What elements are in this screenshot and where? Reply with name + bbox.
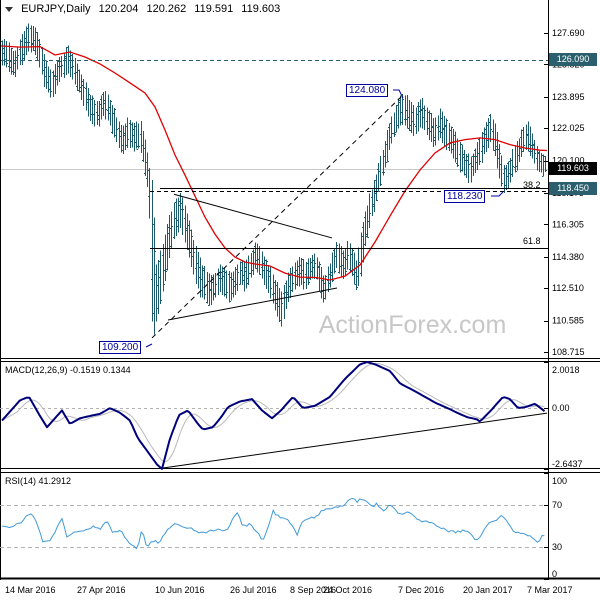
swing-label-pointer (393, 89, 404, 99)
chart-title: EURJPY,Daily 120.204 120.262 119.591 119… (5, 3, 285, 15)
swing-low-label-109200[interactable]: 109.200 (99, 341, 142, 354)
fib-label-61-8: 61.8 (523, 236, 541, 246)
rsi-indicator-label: RSI(14) 41.2912 (5, 476, 72, 486)
axis-price-box-resistance: 126.090 (549, 53, 597, 66)
macd-main-line (1, 361, 546, 470)
macd-signal-line (1, 362, 545, 463)
ohlc-open: 120.204 (98, 3, 139, 15)
ma-red-line (0, 45, 548, 281)
candles-layer (1, 23, 547, 335)
axis-label: 24 Oct 2016 (323, 585, 372, 595)
swing-label-pointer (491, 191, 504, 197)
axis-label: 127.690 (552, 28, 585, 38)
axis-label: 8 Sep 2016 (290, 585, 336, 595)
axis-label: 2.0018 (552, 365, 580, 375)
axis-label: 0.00 (552, 403, 570, 413)
ohlc-high: 120.262 (146, 3, 187, 15)
panel-borders (0, 0, 600, 580)
axis-label: 120.100 (552, 156, 585, 166)
axis-price-box-current: 119.603 (549, 162, 597, 175)
ohlc-close: 119.603 (241, 3, 281, 15)
ohlc-low: 119.591 (194, 3, 234, 15)
axis-label: 10 Jun 2016 (155, 585, 205, 595)
axis-label: 108.715 (552, 347, 585, 357)
axis-label: 30 (552, 542, 562, 552)
collapse-triangle-icon[interactable] (5, 7, 13, 12)
axis-label: 26 Jul 2016 (230, 585, 277, 595)
axis-label: 20 Jan 2017 (463, 585, 513, 595)
axis-label: 14 Mar 2016 (5, 585, 56, 595)
swing-low-label-118230[interactable]: 118.230 (444, 190, 486, 203)
axis-label: 122.025 (552, 123, 585, 133)
axis-label: 0 (552, 569, 557, 579)
axis-label: 114.380 (552, 252, 584, 262)
axis-label: 7 Dec 2016 (398, 585, 444, 595)
fib-label-38-2: 38.2 (523, 180, 541, 190)
symbol-timeframe: EURJPY,Daily (21, 3, 91, 15)
axis-label: 27 Apr 2016 (77, 585, 126, 595)
axis-label: 70 (552, 500, 562, 510)
axis-label: 112.510 (552, 283, 584, 293)
axis-label: 100 (552, 476, 567, 486)
rsi-line (1, 497, 545, 550)
macd-indicator-label: MACD(12,26,9) -0.1519 0.1344 (5, 365, 131, 375)
swing-label-pointer (145, 343, 153, 348)
actionforex-watermark: ActionForex.com (318, 311, 507, 339)
swing-high-label-124080[interactable]: 124.080 (346, 84, 389, 97)
axis-label: 123.895 (552, 92, 585, 102)
axis-label: 116.305 (552, 219, 584, 229)
axis-label: 110.585 (552, 316, 584, 326)
axis-label: 7 Mar 2017 (527, 585, 573, 595)
axis-label: -2.6437 (552, 459, 583, 469)
axis-price-box-support: 118.450 (549, 182, 597, 195)
